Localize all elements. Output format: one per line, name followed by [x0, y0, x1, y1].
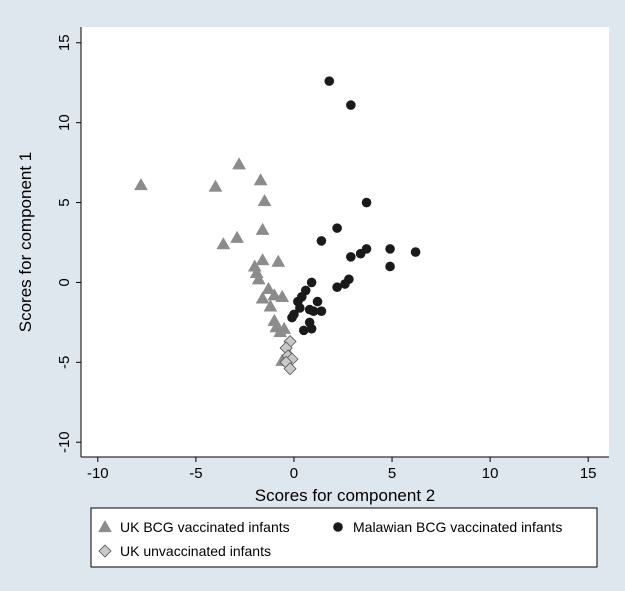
x-tick-label: 15 [580, 465, 597, 482]
data-point [275, 289, 290, 302]
legend-label: Malawian BCG vaccinated infants [353, 519, 562, 535]
legend: UK BCG vaccinated infants Malawian BCG va… [98, 519, 562, 559]
data-point [271, 254, 286, 267]
data-point [346, 100, 356, 110]
data-point [283, 362, 297, 376]
y-tick-label: 0 [56, 278, 73, 286]
series-diamond [279, 334, 299, 376]
data-point [385, 261, 395, 272]
data-point [332, 282, 342, 293]
y-tick-label: 10 [56, 114, 73, 131]
data-point [134, 177, 148, 191]
x-tick-label: 0 [290, 465, 298, 482]
data-point [355, 248, 366, 259]
axes: -10 -5 0 5 10 15 -10 -5 0 5 10 15 [56, 27, 609, 482]
data-point [295, 303, 305, 313]
data-point [230, 230, 245, 243]
y-axis-label: Scores for component 1 [16, 152, 35, 332]
legend-marker [98, 519, 112, 533]
data-point [316, 236, 327, 246]
legend-marker [98, 544, 112, 558]
data-point [255, 222, 270, 235]
legend-marker [333, 522, 343, 532]
x-tick-label: 5 [388, 465, 396, 482]
legend-box [90, 507, 598, 568]
data-point [255, 253, 270, 266]
y-tick-label: 5 [56, 198, 73, 206]
x-tick-label: 10 [482, 465, 499, 482]
series-triangle [134, 157, 297, 366]
data-point [267, 288, 282, 301]
data-point [340, 279, 350, 289]
data-point [346, 252, 356, 262]
data-point [216, 237, 231, 250]
data-point [385, 244, 395, 254]
data-point [306, 323, 317, 334]
data-point [261, 281, 276, 294]
x-axis-label: Scores for component 2 [255, 486, 435, 505]
data-point [332, 223, 342, 233]
data-point [277, 321, 292, 334]
data-point [263, 299, 278, 312]
data-point [251, 272, 266, 285]
data-point [208, 179, 223, 192]
y-tick-label: -10 [56, 431, 73, 453]
data-point [257, 193, 272, 207]
data-point [308, 306, 319, 316]
data-point [255, 291, 270, 304]
data-point [410, 247, 421, 257]
data-point [287, 312, 297, 323]
data-point [316, 306, 327, 316]
y-tick-label: 15 [56, 34, 73, 51]
data-point [324, 76, 335, 86]
data-point [298, 325, 309, 336]
x-tick-label: -5 [189, 465, 202, 482]
data-point [253, 173, 268, 186]
data-point [232, 157, 246, 170]
data-point [306, 277, 317, 288]
data-marks [134, 76, 421, 376]
y-tick-label: -5 [56, 356, 73, 369]
x-tick-label: -10 [87, 465, 109, 482]
plot-area [81, 27, 609, 457]
series-circle [287, 76, 421, 336]
data-point [361, 197, 372, 208]
legend-label: UK unvaccinated infants [120, 543, 271, 559]
legend-label: UK BCG vaccinated infants [120, 519, 290, 535]
data-point [312, 296, 323, 307]
